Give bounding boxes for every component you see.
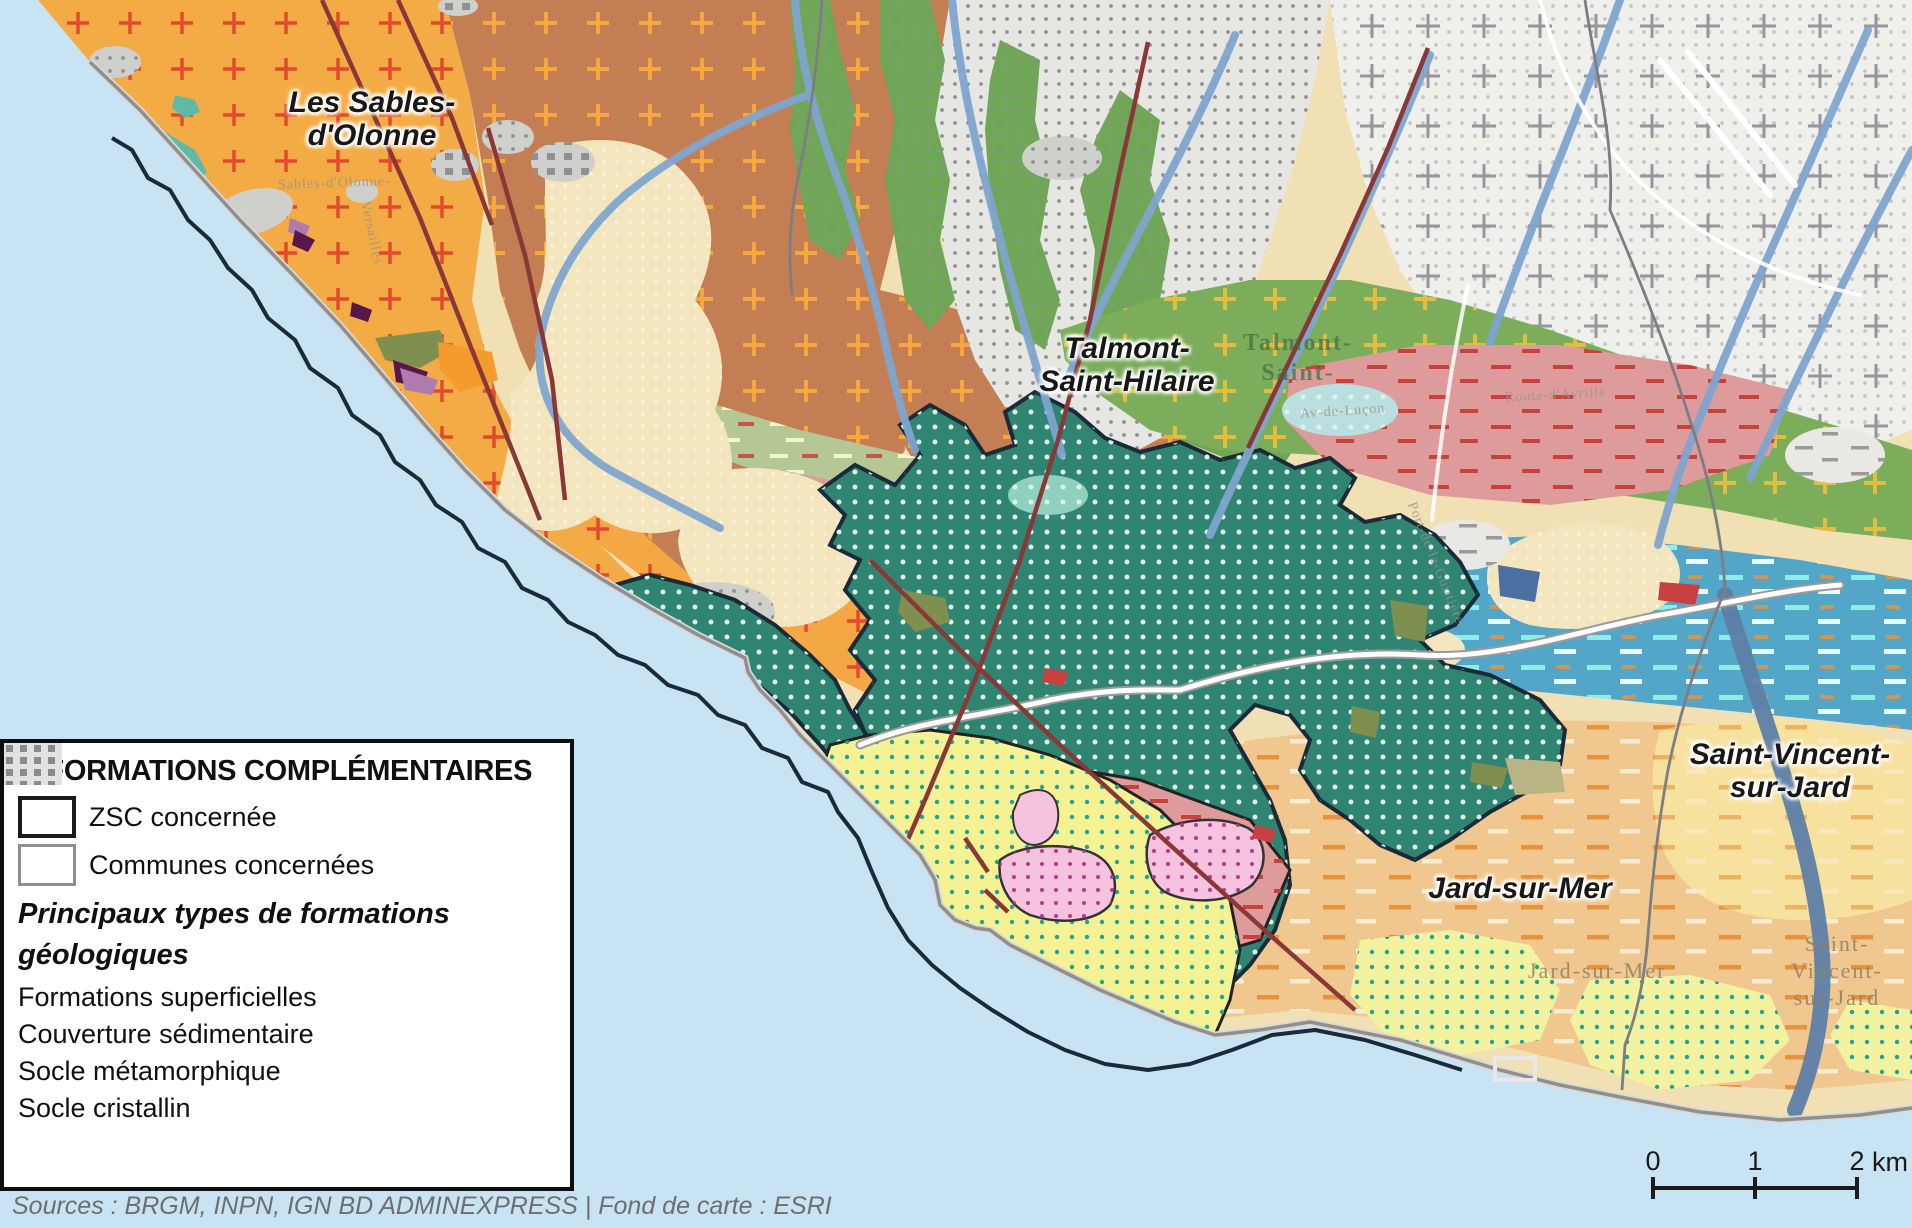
rivers [535, 0, 1912, 1118]
legend-subtitle-line: géologiques [18, 939, 189, 971]
zsc-area [613, 390, 1567, 1007]
place-label-line: Saint-Hilaire [1039, 365, 1215, 398]
scale-bar-tick [1651, 1177, 1655, 1199]
basemap-label-line: Talmont- [1243, 330, 1353, 356]
place-label-line: d'Olonne [307, 119, 437, 152]
legend-box: INFORMATIONS COMPLÉMENTAIRES ZSC concern… [0, 739, 574, 1191]
basemap-label-line: Saint- [1804, 931, 1870, 956]
roads [855, 0, 1862, 750]
legend-item-label: ZSC concernée [89, 801, 277, 832]
place-label-saint-vincent-sur-jard: Saint-Vincent- sur-Jard [1640, 738, 1912, 804]
basemap-label-saint-vincent: Saint- Vincent- sur-Jard [1762, 930, 1912, 1011]
place-label-line: Les Sables- [288, 86, 456, 119]
small-geology-patches [288, 218, 1700, 843]
legend-item-label: Socle cristallin [18, 1093, 191, 1123]
legend-item-label: Socle métamorphique [18, 1056, 281, 1086]
squares-pattern-swatch [4, 743, 62, 785]
scale-unit-label: km [1872, 1147, 1908, 1177]
jard-harbour [1493, 1056, 1537, 1082]
legend-title: INFORMATIONS COMPLÉMENTAIRES [18, 755, 533, 787]
legend-subtitle-line: Principaux types de formations [18, 898, 450, 930]
basemap-label-talmont: Talmont- Saint- [1218, 328, 1378, 388]
legend-item-socle-cristallin: Socle cristallin [4, 743, 556, 1124]
scale-bar-tick [1753, 1177, 1757, 1199]
scale-tick-label: 1 [1747, 1146, 1763, 1176]
place-label-line: Jard-sur-Mer [1428, 872, 1612, 905]
basemap-label-line: Saint- [1261, 360, 1335, 386]
pink-superficial-patches [998, 789, 1265, 922]
place-label-talmont-saint-hilaire: Talmont- Saint-Hilaire [977, 332, 1277, 398]
sources-attribution: Sources : BRGM, INPN, IGN BD ADMINEXPRES… [12, 1192, 832, 1220]
place-label-line: sur-Jard [1729, 771, 1851, 804]
legend-item-formations-superficielles: Formations superficielles [4, 743, 556, 1013]
scale-tick-label: 2 [1849, 1146, 1865, 1176]
basemap-label-line: Vincent- [1791, 958, 1883, 983]
commune-boundaries [788, 0, 1727, 1091]
place-label-line: Talmont- [1064, 332, 1190, 365]
legend-item-socle-metamorphique: Socle métamorphique [4, 743, 556, 1087]
legend-item-zsc: ZSC concernée [18, 796, 556, 838]
scale-bar: 0 1 2 km [1640, 1146, 1908, 1210]
basemap-label-line: sur-Jard [1793, 985, 1881, 1010]
legend-item-label: Formations superficielles [18, 982, 317, 1012]
scale-tick-label: 0 [1645, 1146, 1661, 1176]
communes-swatch [18, 844, 76, 886]
legend-subtitle: Principaux types de formations géologiqu… [18, 894, 556, 976]
zsc-swatch [18, 796, 76, 838]
legend-item-communes: Communes concernées [18, 844, 556, 886]
scale-bar-tick [1855, 1177, 1859, 1199]
basemap-label-jard-sur-mer: Jard-sur-Mer [1528, 958, 1667, 983]
coastline [90, 62, 1912, 1120]
place-label-les-sables-dolonne: Les Sables- d'Olonne [222, 86, 522, 152]
legend-item-couverture-sedimentaire: Couverture sédimentaire [4, 743, 556, 1050]
legend-item-label: Couverture sédimentaire [18, 1019, 314, 1049]
zsc-boundary-coastal-marine [110, 136, 1463, 1072]
place-label-line: Saint-Vincent- [1689, 738, 1891, 771]
legend-item-label: Communes concernées [89, 849, 375, 880]
place-label-jard-sur-mer: Jard-sur-Mer [1370, 872, 1670, 905]
